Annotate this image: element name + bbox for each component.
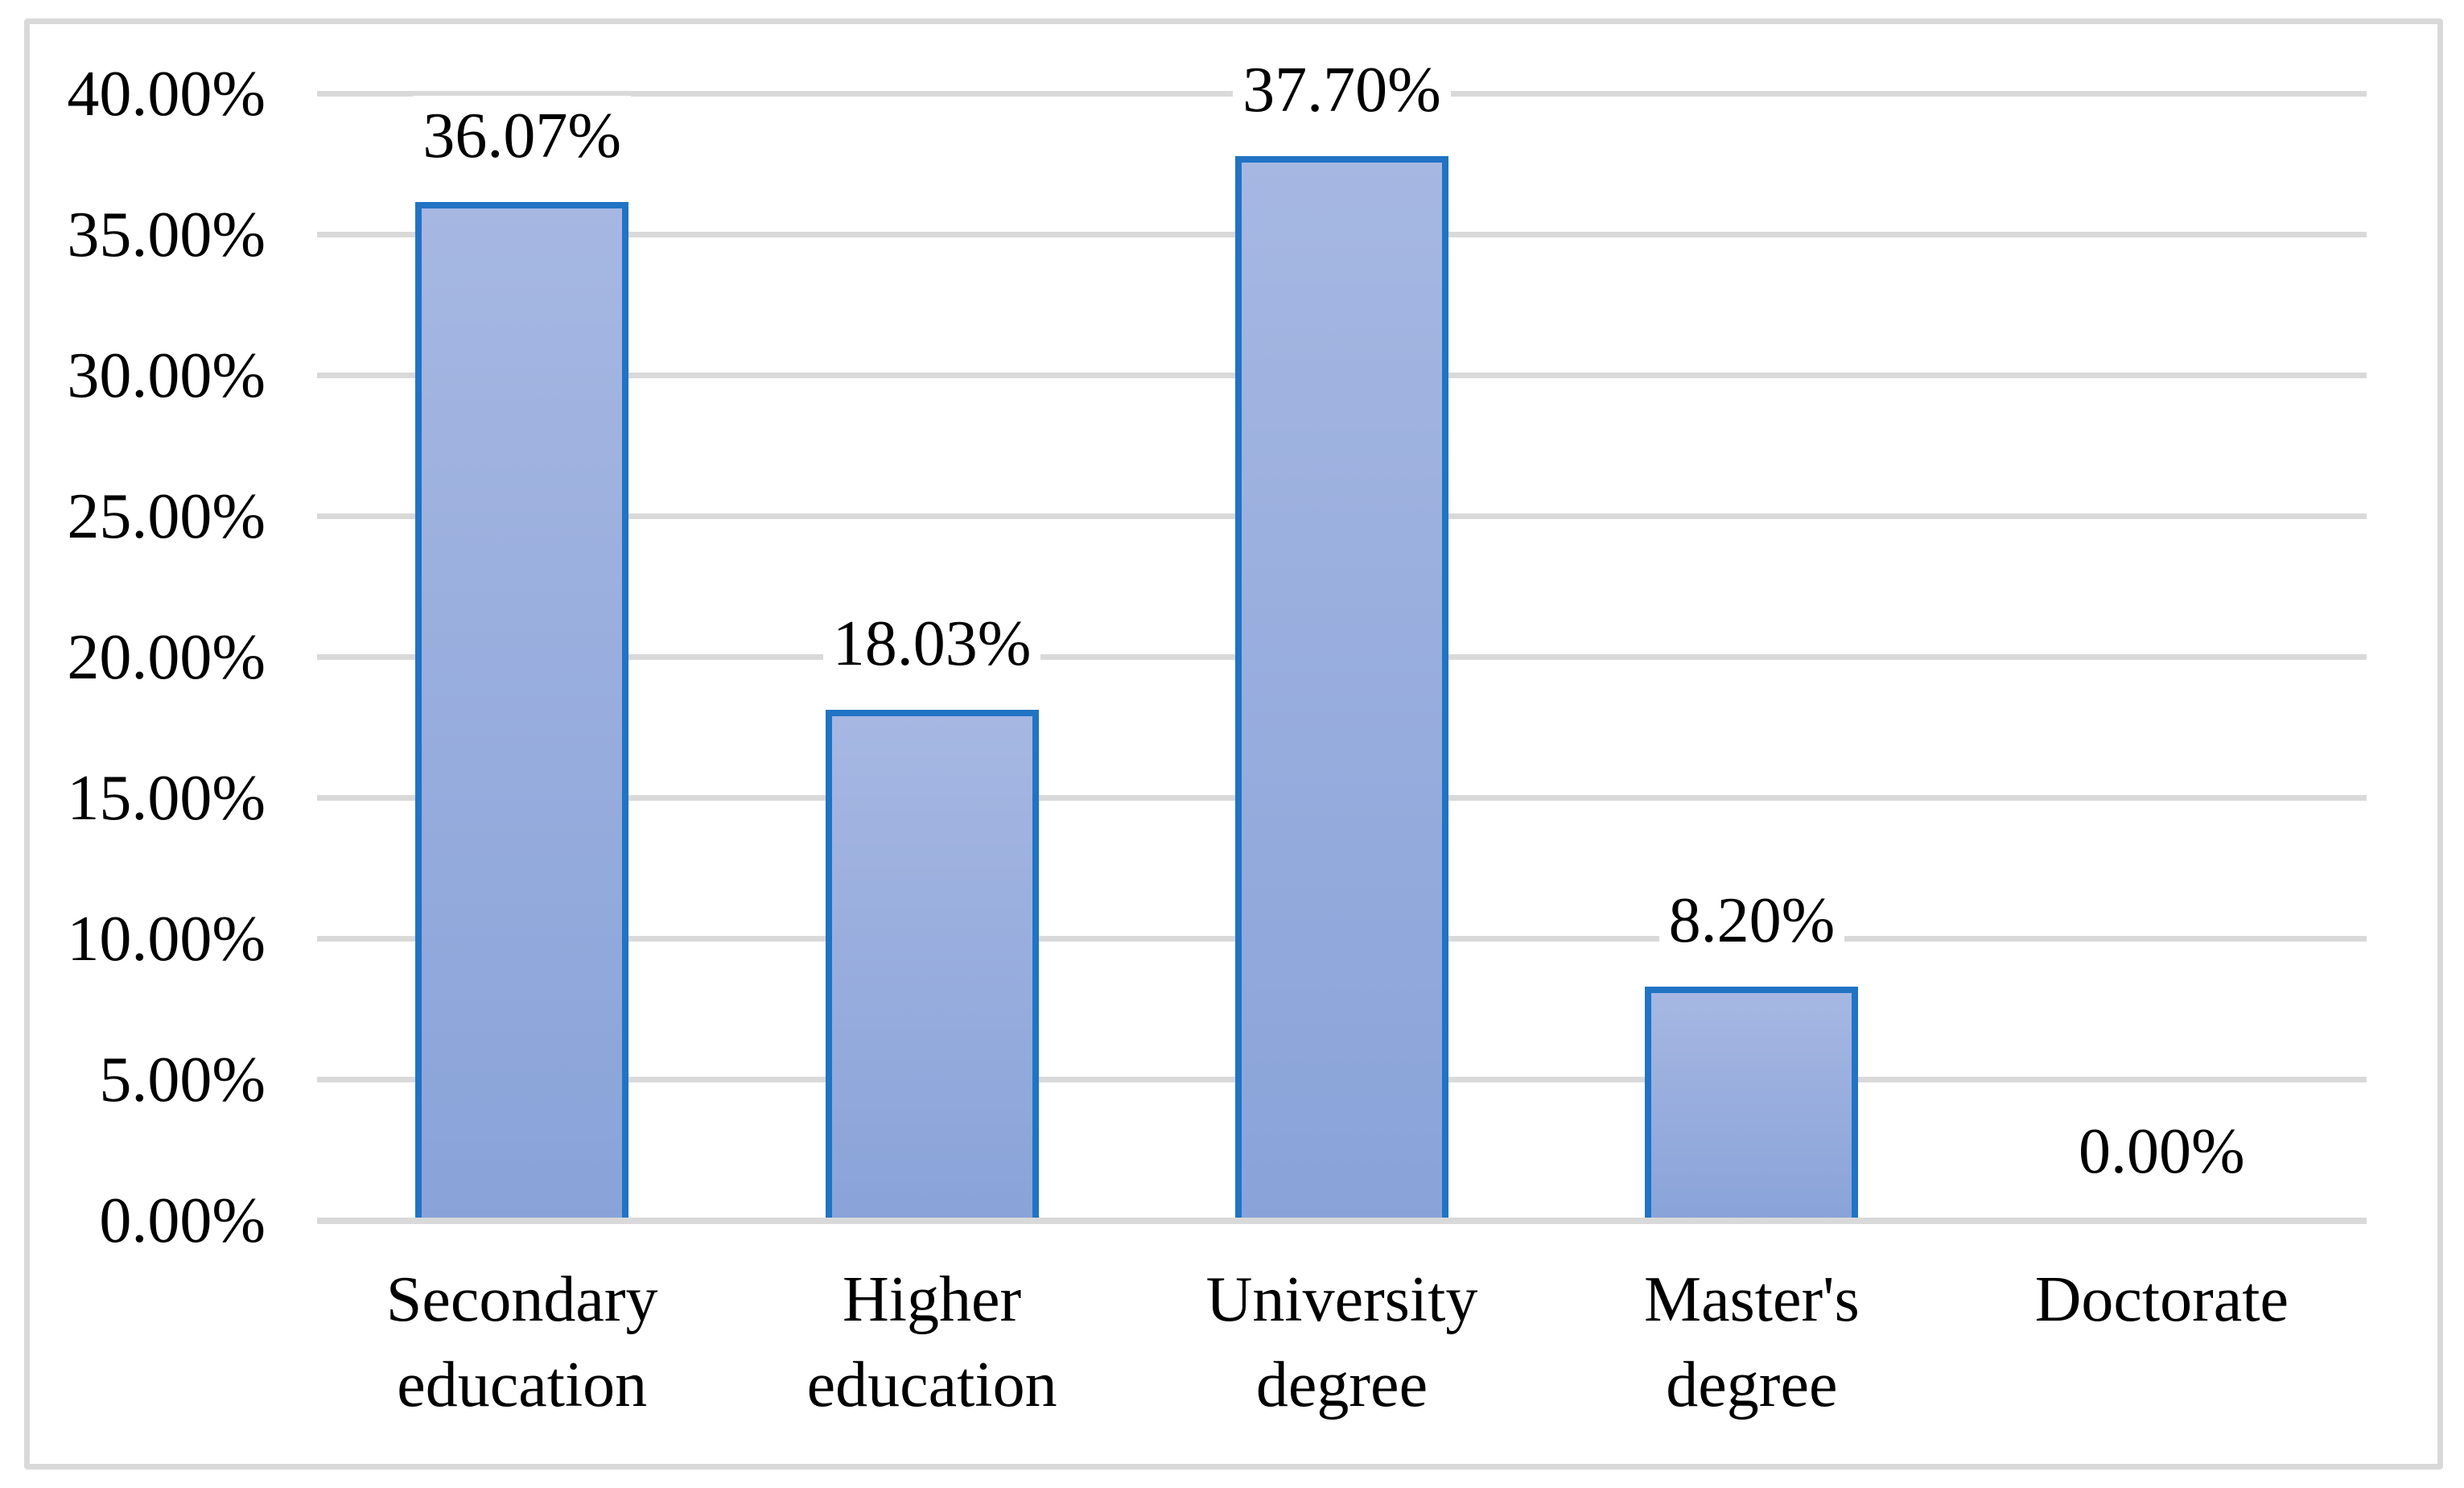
bar-master-s-degree <box>1645 987 1859 1222</box>
y-tick-label: 5.00% <box>99 1044 266 1115</box>
category-label: Doctorate <box>2034 1264 2289 1335</box>
category-label: Higher education <box>806 1264 1057 1420</box>
y-tick-label: 15.00% <box>67 762 266 834</box>
x-axis-baseline <box>317 1218 2367 1224</box>
bar-secondary-education <box>415 201 629 1222</box>
chart-outer-border <box>24 19 2443 1469</box>
bar-university-degree <box>1235 155 1448 1222</box>
y-tick-label: 0.00% <box>99 1185 266 1256</box>
bar-data-label: 18.03% <box>727 603 1136 684</box>
bar-data-label: 36.07% <box>317 95 727 176</box>
bar-data-label: 37.70% <box>1137 49 1547 130</box>
y-tick-label: 20.00% <box>67 621 266 693</box>
bar-data-label: 0.00% <box>1957 1111 2367 1192</box>
y-tick-label: 35.00% <box>67 199 266 270</box>
category-label: University degree <box>1205 1264 1478 1420</box>
y-tick-label: 40.00% <box>67 58 266 130</box>
y-tick-label: 30.00% <box>67 340 266 411</box>
category-label: Secondary education <box>385 1264 658 1420</box>
bar-data-label: 8.20% <box>1547 880 1956 961</box>
y-tick-label: 25.00% <box>67 480 266 552</box>
bar-higher-education <box>825 709 1039 1222</box>
y-tick-label: 10.00% <box>67 903 266 975</box>
category-label: Master's degree <box>1644 1264 1860 1420</box>
